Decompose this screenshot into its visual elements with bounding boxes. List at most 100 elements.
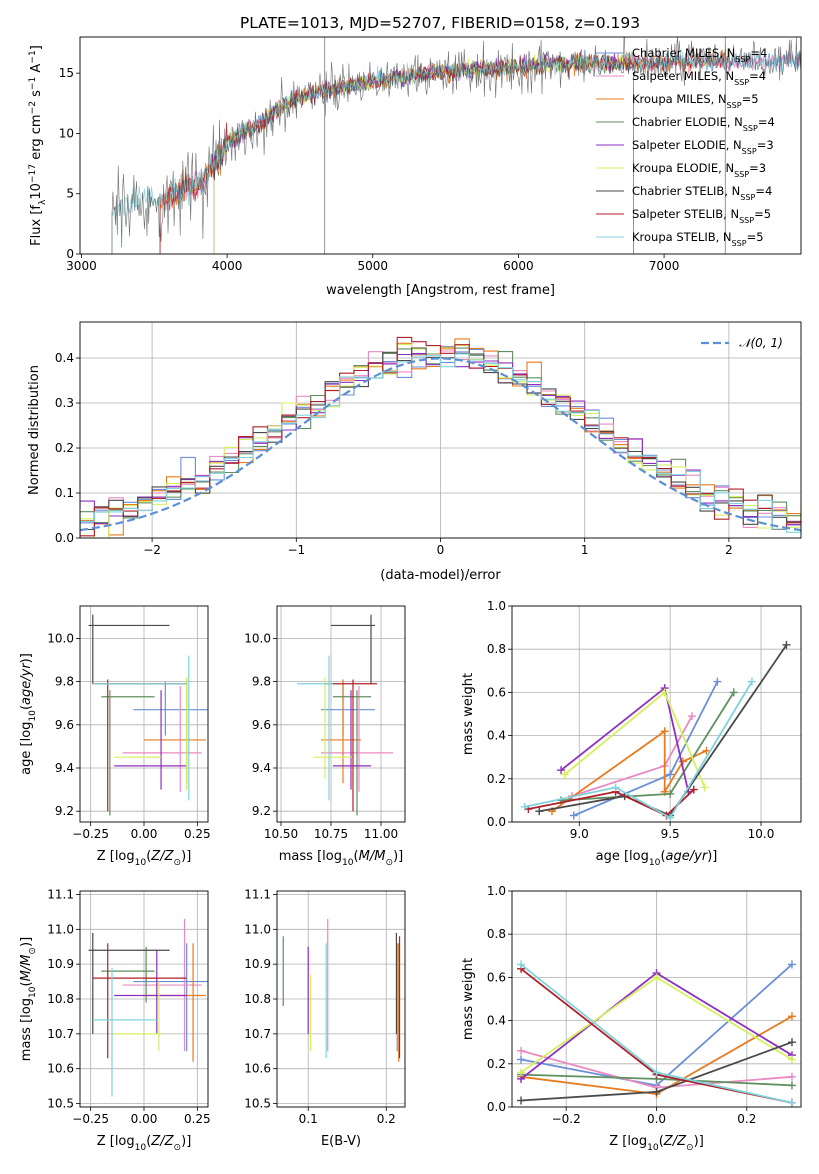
x-tick-label: 10.0 [748,827,775,841]
y-tick-label: 10.9 [244,957,271,971]
x-tick-label: 10.75 [314,827,348,841]
x-tick-label: 11.00 [364,827,398,841]
spectrum-line [213,51,634,254]
y-tick-label: 10.5 [47,1097,74,1111]
y-tick-label: 11.0 [244,922,271,936]
age-vs-metallicity-panel: −0.25 0.00 0.25 9.2 9.4 9.6 9.8 10.0 Z [log10(Z/… [19,605,211,868]
y-tick-label: 10 [59,126,74,140]
y-tick-label: 9.8 [252,675,271,689]
y-tick-label: 0.2 [487,1057,506,1071]
errorbar-plot-area [297,614,393,816]
x-tick-label: −0.2 [552,1112,581,1126]
errorbar-plot-area [88,918,208,1097]
axes-frame [79,605,209,823]
y-tick-label: 15 [59,66,74,80]
y-tick-label: 0.6 [487,685,506,699]
y-tick-label: 10.7 [47,1027,74,1041]
y-tick-label: 9.4 [252,761,271,775]
y-axis-label: Flux [fλ10−17 erg cm−2 s−1 A−1] [28,45,48,246]
axes-frame [276,890,406,1108]
figure-title: PLATE=1013, MJD=52707, FIBERID=0158, z=0… [240,14,640,32]
spectrum-plot-area [111,37,801,254]
y-tick-label: 10.6 [47,1062,74,1076]
y-tick-label: 0.4 [487,729,506,743]
x-tick-label: 9.5 [661,827,680,841]
x-tick-label: 0.1 [299,1112,318,1126]
x-axis-label: (data-model)/error [380,568,501,583]
legend-entry: Salpeter ELODIE, NSSP=3 [632,138,774,156]
y-tick-label: 10.6 [244,1062,271,1076]
x-tick-label: 0.25 [184,827,211,841]
y-tick-label: 11.1 [47,887,74,901]
x-tick-label: 7000 [649,259,680,273]
y-tick-label: 9.8 [55,675,74,689]
residual-histogram-panel: −2 −1 0 1 2 0.0 0.1 0.2 0.3 0.4 𝒩(0, 1) (data-model… [27,321,802,583]
mass-vs-metallicity-panel: −0.25 0.00 0.25 10.5 10.6 10.7 10.8 10.9 11.0 11.… [19,887,211,1153]
mass-weight-line [539,644,788,817]
y-axis-label: mass [log10(M/M⊙)] [19,937,38,1061]
axes-frame [79,890,209,1108]
x-tick-label: 0.00 [131,827,158,841]
y-tick-label: 0.6 [487,970,506,984]
axes-frame [511,605,802,823]
y-tick-label: 5 [66,187,74,201]
x-tick-label: 0.0 [647,1112,666,1126]
legend-entry: Salpeter MILES, NSSP=4 [632,69,766,87]
x-tick-label: 0.00 [131,1112,158,1126]
y-tick-label: 0.0 [487,1100,506,1114]
x-axis-label: Z [log10(Z/Z⊙)] [97,1134,192,1153]
x-tick-label: −0.25 [72,1112,109,1126]
y-tick-label: 10.7 [244,1027,271,1041]
axes-frame [511,890,802,1108]
y-tick-label: 11.1 [244,887,271,901]
spectrum-line [213,51,634,254]
x-tick-label: −2 [143,543,161,557]
legend-entry: Kroupa MILES, NSSP=5 [632,92,759,110]
y-tick-label: 9.6 [252,718,271,732]
histogram-series [80,353,801,533]
x-tick-label: −1 [287,543,305,557]
y-tick-label: 10.0 [47,631,74,645]
mass-weight-line [524,681,753,819]
y-tick-label: 0.8 [487,642,506,656]
spectrum-line [111,37,801,254]
y-tick-label: 0.0 [55,531,74,545]
mass-weight-plot-area [520,640,791,822]
y-tick-label: 0.8 [487,927,506,941]
y-tick-label: 10.8 [244,992,271,1006]
x-tick-label: −0.25 [72,827,109,841]
gaussian-curve [80,357,801,532]
x-tick-label: 5000 [357,259,388,273]
y-tick-label: 11.0 [47,922,74,936]
age-vs-mass-panel: 10.50 10.75 11.00 9.2 9.4 9.6 9.8 10.0 mass [log… [244,605,406,868]
x-tick-label: 10.50 [264,827,298,841]
y-tick-label: 0.0 [487,815,506,829]
legend-entry: Kroupa ELODIE, NSSP=3 [632,161,766,179]
y-tick-label: 10.9 [47,957,74,971]
errorbar-plot-area [88,614,208,816]
legend-entry: Salpeter STELIB, NSSP=5 [632,207,771,225]
legend-entry: Kroupa STELIB, NSSP=5 [632,230,764,248]
y-tick-label: 9.2 [252,804,271,818]
legend-entry: Chabrier STELIB, NSSP=4 [632,184,772,202]
y-tick-label: 0.2 [55,441,74,455]
mass-weight-vs-metallicity-panel: −0.2 0.0 0.2 0.0 0.2 0.4 0.6 0.8 1.0 Z [log10(Z/Z… [461,884,802,1153]
axes-frame [79,36,802,255]
histogram-plot-area [80,336,801,538]
legend-entry: Chabrier ELODIE, NSSP=4 [632,115,775,133]
y-axis-label: Normed distribution [27,365,42,495]
mass-weight-vs-age-panel: 9.0 9.5 10.0 0.0 0.2 0.4 0.6 0.8 1.0 age [log10(a… [461,599,802,868]
y-tick-label: 0.2 [487,772,506,786]
y-tick-label: 10.8 [47,992,74,1006]
axes-frame [79,321,802,539]
x-axis-label: age [log10(age/yr)] [596,849,718,868]
legend-entry: 𝒩(0, 1) [739,336,783,350]
y-tick-label: 9.6 [55,718,74,732]
legend-entry: Chabrier MILES, NSSP=4 [632,46,767,64]
y-tick-label: 0.3 [55,396,74,410]
x-axis-label: wavelength [Angstrom, rest frame] [326,283,555,298]
x-tick-label: 2 [725,543,733,557]
x-tick-label: 6000 [503,259,534,273]
